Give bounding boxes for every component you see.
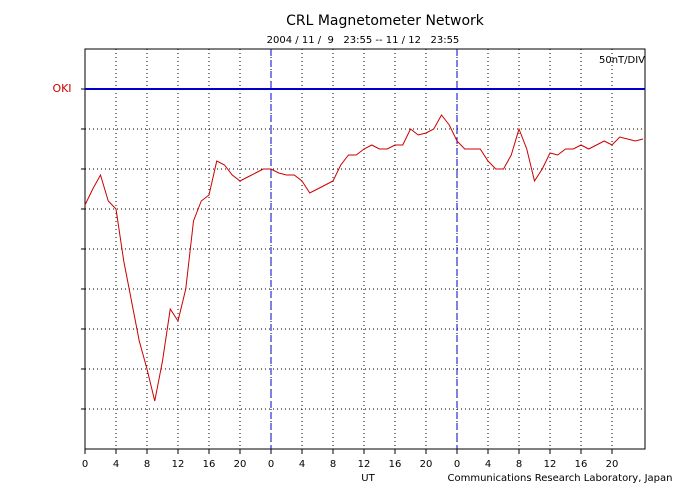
scale-label: 50nT/DIV [599, 55, 645, 66]
x-tick-label: 12 [358, 459, 371, 470]
chart-title: CRL Magnetometer Network [286, 13, 485, 29]
x-tick-label: 8 [330, 459, 336, 470]
x-tick-label: 8 [516, 459, 522, 470]
x-tick-label: 20 [234, 459, 247, 470]
series-label: OKI [52, 82, 71, 95]
x-tick-label: 4 [485, 459, 491, 470]
x-tick-label: 20 [420, 459, 433, 470]
x-tick-label: 0 [454, 459, 460, 470]
x-tick-label: 12 [172, 459, 185, 470]
x-tick-label: 12 [544, 459, 557, 470]
chart-subtitle: 2004 / 11 / 9 23:55 -- 11 / 12 23:55 [267, 35, 460, 46]
x-tick-label: 16 [575, 459, 588, 470]
x-tick-label: 20 [606, 459, 619, 470]
x-tick-label: 0 [268, 459, 274, 470]
x-tick-label: 16 [389, 459, 402, 470]
x-tick-label: 0 [82, 459, 88, 470]
x-tick-label: 8 [144, 459, 150, 470]
credit: Communications Research Laboratory, Japa… [448, 473, 673, 484]
x-tick-label: 4 [299, 459, 305, 470]
x-tick-label: 16 [203, 459, 216, 470]
x-axis-label: UT [361, 473, 375, 484]
x-tick-label: 4 [113, 459, 119, 470]
data-line [84, 114, 644, 402]
